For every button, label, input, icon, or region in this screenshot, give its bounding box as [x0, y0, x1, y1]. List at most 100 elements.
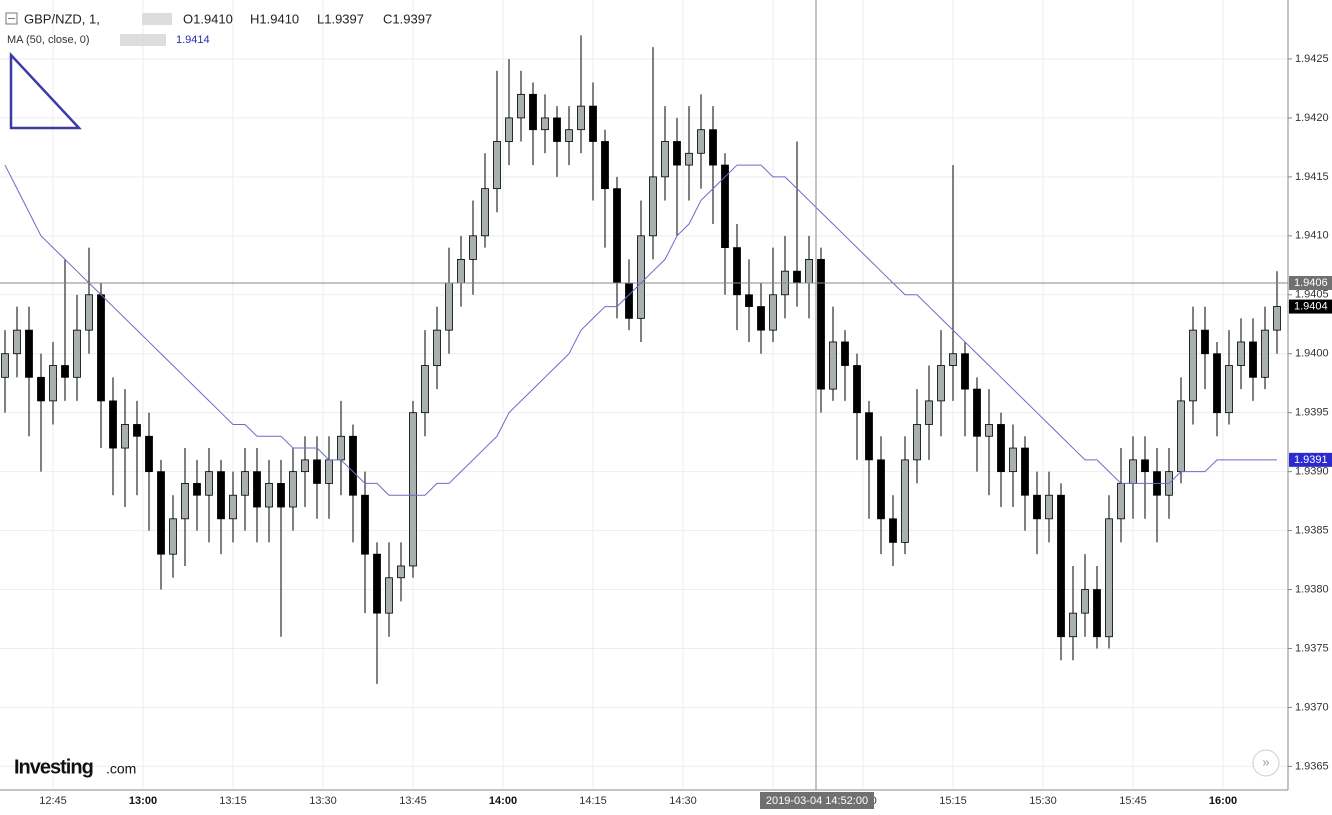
candle-body	[49, 365, 57, 402]
candle-body	[109, 400, 117, 449]
indicator-icons[interactable]	[120, 34, 166, 46]
candle-body	[1237, 341, 1245, 366]
x-tick-label: 13:15	[219, 795, 247, 807]
candle-body	[37, 376, 45, 402]
candle-body	[577, 105, 585, 131]
candle-body	[1105, 518, 1113, 638]
candle-body	[721, 164, 729, 249]
candle-body	[541, 117, 549, 131]
candle-body	[997, 424, 1005, 473]
y-tick-label: 1.9385	[1295, 525, 1329, 537]
candle-body	[301, 459, 309, 473]
candle-body	[469, 235, 477, 260]
x-tick-label: 13:45	[399, 795, 427, 807]
candle-body	[1033, 494, 1041, 520]
candle-body	[841, 341, 849, 366]
collapse-icon[interactable]	[5, 12, 18, 25]
candle-body	[793, 270, 801, 284]
x-tick-label: 16:00	[1209, 795, 1237, 807]
candle-body	[1249, 341, 1257, 378]
x-tick-label: 13:30	[309, 795, 337, 807]
candle-body	[985, 424, 993, 437]
candle-body	[445, 282, 453, 331]
x-tick-label: 15:15	[939, 795, 967, 807]
candle-body	[1213, 353, 1221, 414]
logo-suffix: .com	[106, 761, 136, 777]
candle-body	[697, 129, 705, 154]
x-tick-label: 15:45	[1119, 795, 1147, 807]
candle-body	[121, 424, 129, 449]
candle-body	[217, 471, 225, 520]
x-tick-label: 12:45	[39, 795, 67, 807]
candle-body	[289, 471, 297, 508]
x-tick-label: 14:15	[579, 795, 607, 807]
scroll-icon: »	[1262, 754, 1269, 769]
candle-body	[157, 471, 165, 555]
plot	[0, 0, 1288, 790]
candle-body	[553, 117, 561, 142]
candle-body	[673, 141, 681, 166]
candle-body	[61, 365, 69, 378]
candle-body	[1261, 329, 1269, 378]
candle-body	[1117, 483, 1125, 520]
candle-body	[973, 388, 981, 437]
y-tick-label: 1.9400	[1295, 348, 1329, 360]
candle-body	[853, 365, 861, 414]
last-price-label-box	[1289, 299, 1332, 314]
candle-body	[649, 176, 657, 237]
candle-body	[1093, 589, 1101, 638]
drawing-triangle[interactable]	[9, 51, 82, 130]
ohlc-low: L1.9397	[317, 11, 364, 26]
candle-body	[901, 459, 909, 543]
x-tick-label: 14:30	[669, 795, 697, 807]
candle-body	[397, 565, 405, 579]
candle-body	[805, 259, 813, 284]
x-tick-label: 15:30	[1029, 795, 1057, 807]
candle-body	[1057, 494, 1065, 638]
candle-body	[13, 329, 21, 355]
candle-body	[205, 471, 213, 496]
candle-body	[1009, 447, 1017, 473]
y-tick-label: 1.9370	[1295, 701, 1329, 713]
candle-body	[685, 152, 693, 166]
y-tick-label: 1.9365	[1295, 760, 1329, 772]
candle-body	[529, 93, 537, 131]
candle-body	[625, 282, 633, 319]
candle-body	[253, 471, 261, 508]
x-tick-label: 13:00	[129, 795, 157, 807]
candle-body	[25, 329, 33, 378]
candle-body	[1189, 329, 1197, 402]
candle-body	[757, 306, 765, 331]
candle-body	[229, 494, 237, 520]
candle-body	[1177, 400, 1185, 473]
candle-body	[865, 412, 873, 461]
indicator-value: 1.9414	[176, 34, 210, 46]
candle-body	[277, 483, 285, 508]
crosshair-price-label: 1.9406	[1294, 277, 1328, 289]
y-tick-label: 1.9390	[1295, 466, 1329, 478]
candle-body	[1225, 365, 1233, 414]
candle-body	[769, 294, 777, 331]
scroll-button[interactable]	[1252, 749, 1280, 777]
ohlc-close: C1.9397	[383, 11, 432, 26]
candle-body	[193, 483, 201, 496]
candle-body	[661, 141, 669, 178]
candle-body	[745, 294, 753, 307]
ohlc-high: H1.9410	[250, 11, 299, 26]
candle-body	[637, 235, 645, 319]
logo: Investing	[14, 756, 93, 778]
candle-body	[505, 117, 513, 142]
candle-body	[325, 459, 333, 484]
candle-body	[1141, 459, 1149, 473]
candle-body	[1021, 447, 1029, 496]
candle-body	[949, 353, 957, 366]
candle-body	[1129, 459, 1137, 484]
candle-body	[409, 412, 417, 567]
y-tick-label: 1.9425	[1295, 53, 1329, 65]
candle-body	[337, 435, 345, 461]
settings-icons[interactable]	[142, 13, 172, 25]
candle-body	[565, 129, 573, 142]
y-tick-label: 1.9395	[1295, 407, 1329, 419]
y-tick-label: 1.9380	[1295, 583, 1329, 595]
